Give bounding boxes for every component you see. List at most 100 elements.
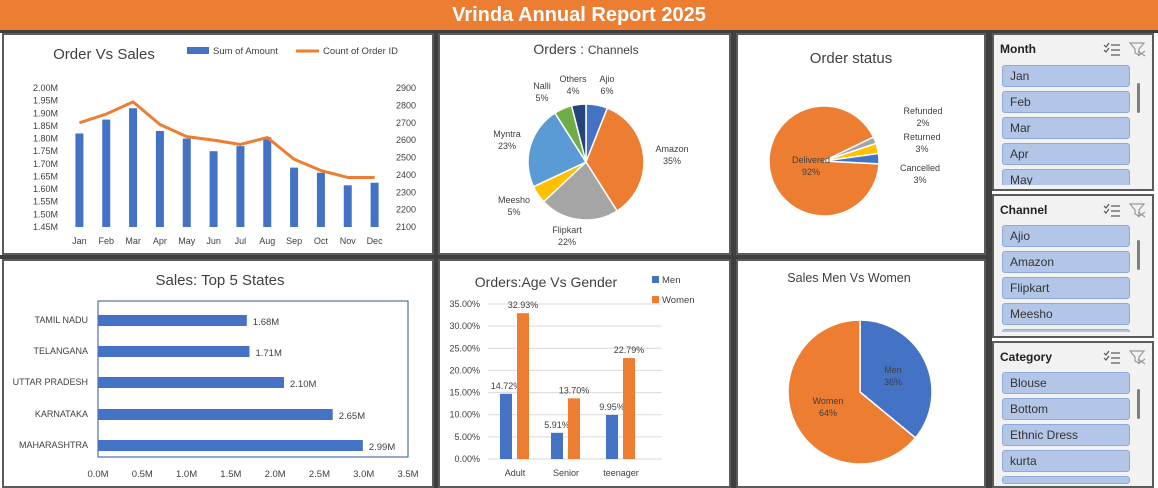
y-right-tick: 2200 (396, 205, 416, 215)
slicer-month-item[interactable]: May (1002, 169, 1130, 185)
slice-label: Nalli (533, 81, 551, 91)
bar-label: 2.99M (369, 442, 395, 453)
bar-label: 5.91% (544, 420, 570, 430)
x-tick: Jun (206, 236, 221, 246)
y-tick: 15.00% (449, 388, 480, 398)
slice-women (787, 319, 917, 465)
slice-flipkart (542, 160, 619, 221)
y-left-tick: 1.75M (33, 146, 58, 156)
bar-state (98, 440, 363, 451)
bar-amount (102, 119, 111, 227)
x-tick: Senior (553, 468, 579, 478)
slicer-month-item[interactable]: Mar (1002, 117, 1130, 139)
y-tick: 30.00% (449, 321, 480, 331)
slicer-channel: Channel Ajio Amazon Flipkart Meesho (992, 194, 1154, 338)
x-tick: Aug (259, 236, 275, 246)
report-title: Vrinda Annual Report 2025 (0, 0, 1158, 30)
panel-order-vs-sales: Order Vs Sales Sum of Amount Count of Orde… (2, 33, 434, 255)
y-left-tick: 2.00M (33, 83, 58, 93)
slicer-category-scrollbar[interactable] (1137, 389, 1140, 419)
slicer-category-item[interactable]: Bottom (1002, 398, 1130, 420)
bar-state (98, 315, 247, 326)
bar-amount (236, 146, 245, 227)
bar-women (623, 358, 635, 459)
slicer-category-item[interactable]: Ethnic Dress (1002, 424, 1130, 446)
chart-title: Order status (810, 50, 893, 67)
order-vs-sales-chart: Order Vs Sales Sum of Amount Count of Orde… (33, 46, 416, 246)
x-tick: Apr (153, 236, 167, 246)
slicer-channel-scrollbar[interactable] (1137, 240, 1140, 270)
slice-pct: 36% (884, 377, 902, 387)
y-tick: UTTAR PRADESH (13, 377, 88, 387)
x-tick: Oct (314, 236, 329, 246)
slicer-channel-item[interactable]: Flipkart (1002, 277, 1130, 299)
y-right-tick: 2100 (396, 222, 416, 232)
legend-swatch-men (652, 276, 659, 283)
divider-v2 (731, 30, 736, 488)
slice-amazon (585, 107, 645, 213)
age-gender-chart: Orders:Age Vs Gender Men Women 0.00% 5.00% 10… (449, 274, 694, 478)
slice-label: Returned (903, 132, 940, 142)
slicer-month-item[interactable]: Feb (1002, 91, 1130, 113)
y-right-tick: 2400 (396, 170, 416, 180)
slicer-channel-item-partial[interactable] (1002, 329, 1130, 332)
slice-label: Cancelled (900, 163, 940, 173)
clear-filter-icon (1128, 42, 1146, 57)
y-tick: KARNATAKA (35, 409, 88, 419)
slice-pct: 64% (819, 408, 837, 418)
slice-pct: 6% (600, 86, 613, 96)
panel-sales-men-women: Sales Men Vs Women Men 36% Women 64% (736, 259, 986, 488)
y-left-tick: 1.55M (33, 197, 58, 207)
slicer-channel-item[interactable]: Ajio (1002, 225, 1130, 247)
y-left-tick: 1.90M (33, 108, 58, 118)
bar-label: 1.68M (253, 317, 279, 328)
multi-select-icon[interactable] (1102, 41, 1146, 57)
y-right-tick: 2500 (396, 153, 416, 163)
y-left-tick: 1.80M (33, 134, 58, 144)
chart-title: Sales: Top 5 States (156, 272, 285, 289)
slicer-category-title: Category (1000, 350, 1053, 364)
y-tick: 0.00% (454, 454, 480, 464)
orders-channels-chart: Orders : Channels Ajio 6% Amazon 35% Flipkart… (493, 41, 688, 247)
chart-title: Order Vs Sales (53, 46, 155, 63)
slicer-category-item[interactable]: Blouse (1002, 372, 1130, 394)
x-tick: Nov (340, 236, 357, 246)
divider-top (0, 30, 1158, 33)
slicer-category-item-partial[interactable] (1002, 476, 1130, 484)
slicer-category-item[interactable]: kurta (1002, 450, 1130, 472)
x-tick: teenager (603, 468, 639, 478)
slicer-channel-item[interactable]: Meesho (1002, 303, 1130, 325)
y-tick: 10.00% (449, 410, 480, 420)
slice-label: Women (813, 396, 844, 406)
y-right-tick: 2900 (396, 83, 416, 93)
line-orders (78, 100, 375, 179)
bar-amount (75, 133, 84, 227)
panel-order-status: Order status Delivered 92% Refunded 2% Return… (736, 33, 986, 255)
slicer-channel-item[interactable]: Amazon (1002, 251, 1130, 273)
y-tick: 35.00% (449, 299, 480, 309)
slicer-month-title: Month (1000, 42, 1036, 56)
slicer-category: Category Blouse Bottom Ethnic Dress kurt… (992, 341, 1154, 488)
x-tick: Adult (505, 468, 526, 478)
slicer-month-scrollbar[interactable] (1137, 83, 1140, 113)
bar-amount (129, 108, 138, 227)
x-tick: Jul (235, 236, 247, 246)
multi-select-icon[interactable] (1102, 349, 1146, 365)
multi-select-icon[interactable] (1102, 202, 1146, 218)
slice-myntra (527, 111, 588, 188)
y-left-tick: 1.60M (33, 184, 58, 194)
bar-amount (290, 167, 299, 227)
slicer-month-item[interactable]: Apr (1002, 143, 1130, 165)
panel-top-states: Sales: Top 5 States 0.0M 0.5M 1.0M 1.5M 2.0M 2… (2, 259, 434, 488)
x-tick: 3.0M (353, 469, 374, 480)
legend-swatch-amount (187, 47, 209, 54)
bar-label: 22.79% (614, 345, 645, 355)
slice-label: Delivered (792, 155, 830, 165)
x-tick: 2.0M (265, 469, 286, 480)
slicer-month-item[interactable]: Jan (1002, 65, 1130, 87)
chart-title: Sales Men Vs Women (787, 271, 910, 285)
chart-title: Orders:Age Vs Gender (475, 274, 618, 290)
y-tick: 5.00% (454, 432, 480, 442)
x-tick: May (178, 236, 196, 246)
bar-label: 2.10M (290, 379, 316, 390)
